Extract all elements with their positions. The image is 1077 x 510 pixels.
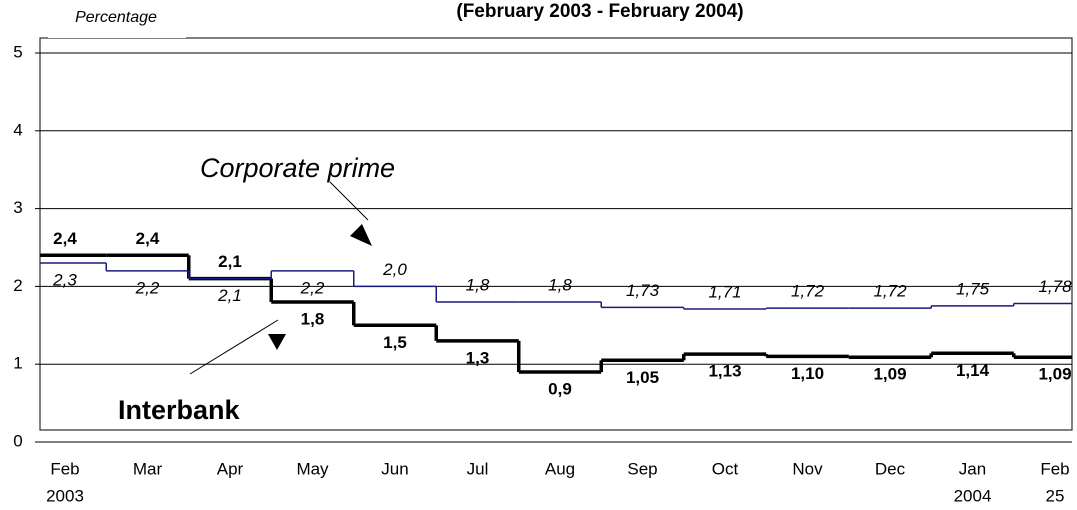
data-label: 1,8: [548, 275, 572, 294]
data-label: 2,2: [135, 278, 160, 297]
data-label: 2,3: [52, 271, 77, 290]
y-tick-label: 3: [13, 198, 22, 217]
data-label: 1,05: [626, 368, 659, 387]
x-tick-label: Apr: [217, 459, 244, 478]
x-tick-label: Mar: [133, 459, 163, 478]
x-tick-sublabel: 2004: [954, 486, 992, 505]
data-label: 2,4: [136, 229, 160, 248]
data-label: 1,78: [1038, 277, 1072, 296]
x-tick-label: Nov: [792, 459, 823, 478]
y-axis-label: Percentage: [75, 9, 157, 26]
annotation: Interbank: [118, 395, 241, 425]
y-tick-label: 0: [13, 431, 22, 450]
annotation-line: [329, 181, 369, 221]
data-label: 1,09: [1038, 365, 1071, 384]
y-tick-label: 1: [13, 354, 22, 373]
data-label: 1,8: [301, 309, 325, 328]
data-label: 1,8: [466, 275, 490, 294]
annotation-arrow: [350, 224, 372, 246]
y-label-box: [48, 4, 186, 38]
annotation-arrow: [268, 334, 286, 350]
x-tick-label: Jun: [381, 459, 408, 478]
data-label: 1,13: [708, 362, 741, 381]
x-tick-sublabel: 2003: [46, 486, 84, 505]
x-tick-label: May: [296, 459, 329, 478]
chart-title: (February 2003 - February 2004): [456, 1, 743, 22]
data-label: 0,9: [548, 379, 572, 398]
data-label: 1,73: [626, 281, 660, 300]
data-label: 1,72: [873, 282, 907, 301]
data-label: 1,14: [956, 361, 990, 380]
plot-frame: [39, 37, 1073, 431]
x-tick-label: Feb: [1040, 459, 1069, 478]
data-label: 1,75: [956, 279, 990, 298]
x-tick-label: Sep: [627, 459, 657, 478]
data-label: 2,0: [382, 260, 407, 279]
data-label: 2,2: [300, 278, 325, 297]
data-label: 2,1: [217, 286, 242, 305]
data-label: 2,1: [218, 252, 242, 271]
x-tick-label: Jul: [467, 459, 489, 478]
data-label: 1,09: [873, 365, 906, 384]
data-label: 1,72: [791, 282, 825, 301]
x-tick-label: Aug: [545, 459, 575, 478]
data-label: 1,10: [791, 364, 824, 383]
x-tick-sublabel: 25: [1046, 486, 1065, 505]
x-tick-label: Dec: [875, 459, 906, 478]
data-label: 1,5: [383, 333, 407, 352]
x-tick-label: Jan: [959, 459, 986, 478]
data-label: 1,71: [708, 282, 741, 301]
data-label: 1,3: [466, 348, 490, 367]
annotation-line: [189, 319, 279, 375]
x-tick-label: Feb: [50, 459, 79, 478]
data-label: 2,4: [53, 229, 77, 248]
x-tick-label: Oct: [712, 459, 739, 478]
y-tick-label: 4: [13, 120, 22, 139]
y-tick-label: 5: [13, 42, 22, 61]
annotation: Corporate prime: [200, 153, 395, 183]
y-tick-label: 2: [13, 276, 22, 295]
